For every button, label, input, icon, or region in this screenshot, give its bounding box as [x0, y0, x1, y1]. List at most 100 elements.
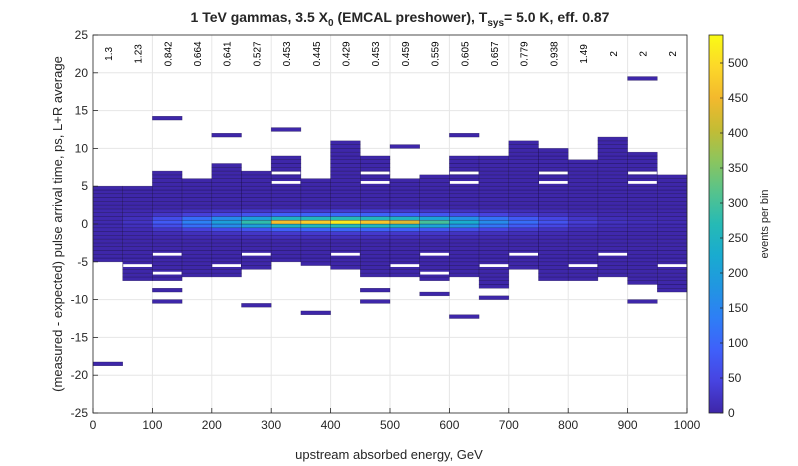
heatmap-cell	[478, 223, 510, 229]
heatmap-cell	[419, 178, 450, 183]
heatmap-cell	[657, 197, 688, 202]
heatmap-cell	[330, 265, 361, 270]
heatmap-cell	[419, 193, 450, 198]
heatmap-cell	[300, 246, 331, 251]
heatmap-cell	[657, 269, 688, 274]
heatmap-cell	[478, 159, 510, 164]
heatmap-cell	[122, 185, 153, 191]
y-tick-label: -10	[71, 293, 89, 307]
heatmap-cell	[211, 204, 242, 210]
heatmap-cell	[449, 167, 480, 172]
heatmap-cell	[627, 159, 658, 164]
heatmap-cell	[92, 223, 123, 229]
heatmap-cell	[330, 170, 361, 176]
heatmap-cells	[92, 76, 688, 367]
heatmap-cell	[122, 231, 153, 236]
heatmap-cell	[300, 201, 331, 206]
heatmap-cell	[92, 231, 123, 236]
heatmap-cell	[538, 159, 569, 164]
heatmap-cell	[300, 204, 331, 210]
heatmap-cell	[211, 253, 242, 259]
heatmap-cell	[449, 193, 480, 198]
heatmap-cell	[181, 201, 213, 206]
heatmap-cell	[657, 219, 688, 225]
heatmap-cell	[567, 253, 599, 259]
heatmap-cell	[508, 261, 539, 266]
heatmap-cell	[389, 238, 420, 244]
colorbar-tick-label: 0	[728, 406, 735, 420]
heatmap-cell	[567, 242, 599, 247]
heatmap-outlier	[360, 299, 391, 304]
heatmap-cell	[597, 193, 628, 198]
heatmap-cell	[122, 204, 153, 210]
heatmap-cell	[300, 250, 331, 255]
heatmap-cell	[419, 227, 450, 232]
heatmap-cell	[478, 227, 510, 232]
heatmap-cell	[627, 197, 658, 202]
x-tick-label: 0	[90, 418, 97, 432]
heatmap-cell	[567, 235, 599, 240]
heatmap-cell	[330, 242, 361, 247]
heatmap-cell	[211, 250, 242, 255]
heatmap-cell	[389, 246, 420, 251]
column-label: 0.445	[312, 41, 323, 66]
empty-bin	[331, 252, 360, 256]
heatmap-cell	[122, 197, 153, 202]
heatmap-cell	[360, 272, 391, 278]
column-label: 0.641	[223, 41, 234, 66]
colorbar-tick-label: 50	[728, 371, 742, 385]
heatmap-cell	[389, 231, 420, 236]
heatmap-cell	[270, 246, 302, 251]
heatmap-outlier	[419, 291, 450, 297]
heatmap-cell	[449, 253, 480, 259]
heatmap-cell	[478, 257, 510, 263]
heatmap-cell	[241, 219, 272, 225]
heatmap-cell	[597, 272, 628, 278]
heatmap-cell	[389, 208, 420, 213]
heatmap-cell	[449, 231, 480, 236]
heatmap-cell	[538, 272, 569, 278]
heatmap-cell	[508, 242, 539, 247]
heatmap-cell	[567, 163, 599, 168]
heatmap-cell	[478, 235, 510, 240]
heatmap-cell	[181, 208, 213, 213]
heatmap-cell	[567, 227, 599, 232]
y-tick-label: -25	[71, 406, 89, 420]
column-label: 1.3	[104, 47, 115, 61]
heatmap-cell	[567, 178, 599, 183]
heatmap-cell	[360, 159, 391, 164]
heatmap-cell	[241, 261, 272, 266]
heatmap-cell	[538, 223, 569, 229]
heatmap-cell	[181, 253, 213, 259]
heatmap-cell	[270, 174, 302, 179]
heatmap-cell	[419, 219, 450, 225]
heatmap-cell	[360, 216, 391, 221]
x-tick-label: 200	[202, 418, 222, 432]
heatmap-cell	[657, 201, 688, 206]
heatmap-cell	[478, 219, 510, 225]
heatmap-cell	[211, 208, 242, 213]
heatmap-cell	[419, 265, 450, 270]
heatmap-cell	[508, 151, 539, 157]
heatmap-cell	[211, 246, 242, 251]
heatmap-cell	[270, 197, 302, 202]
heatmap-cell	[657, 216, 688, 221]
heatmap-cell	[152, 231, 183, 236]
heatmap-cell	[597, 227, 628, 232]
heatmap-cell	[627, 238, 658, 244]
heatmap-cell	[449, 272, 480, 278]
heatmap-cell	[270, 216, 302, 221]
heatmap-cell	[300, 182, 331, 187]
heatmap-cell	[597, 170, 628, 176]
heatmap-cell	[627, 212, 658, 217]
heatmap-cell	[657, 235, 688, 240]
heatmap-cell	[627, 280, 658, 285]
heatmap-cell	[449, 265, 480, 270]
heatmap-cell	[597, 231, 628, 236]
heatmap-cell	[270, 219, 302, 225]
heatmap-cell	[478, 216, 510, 221]
heatmap-cell	[330, 189, 361, 195]
x-tick-label: 800	[558, 418, 578, 432]
heatmap-cell	[92, 238, 123, 244]
heatmap-cell	[567, 219, 599, 225]
